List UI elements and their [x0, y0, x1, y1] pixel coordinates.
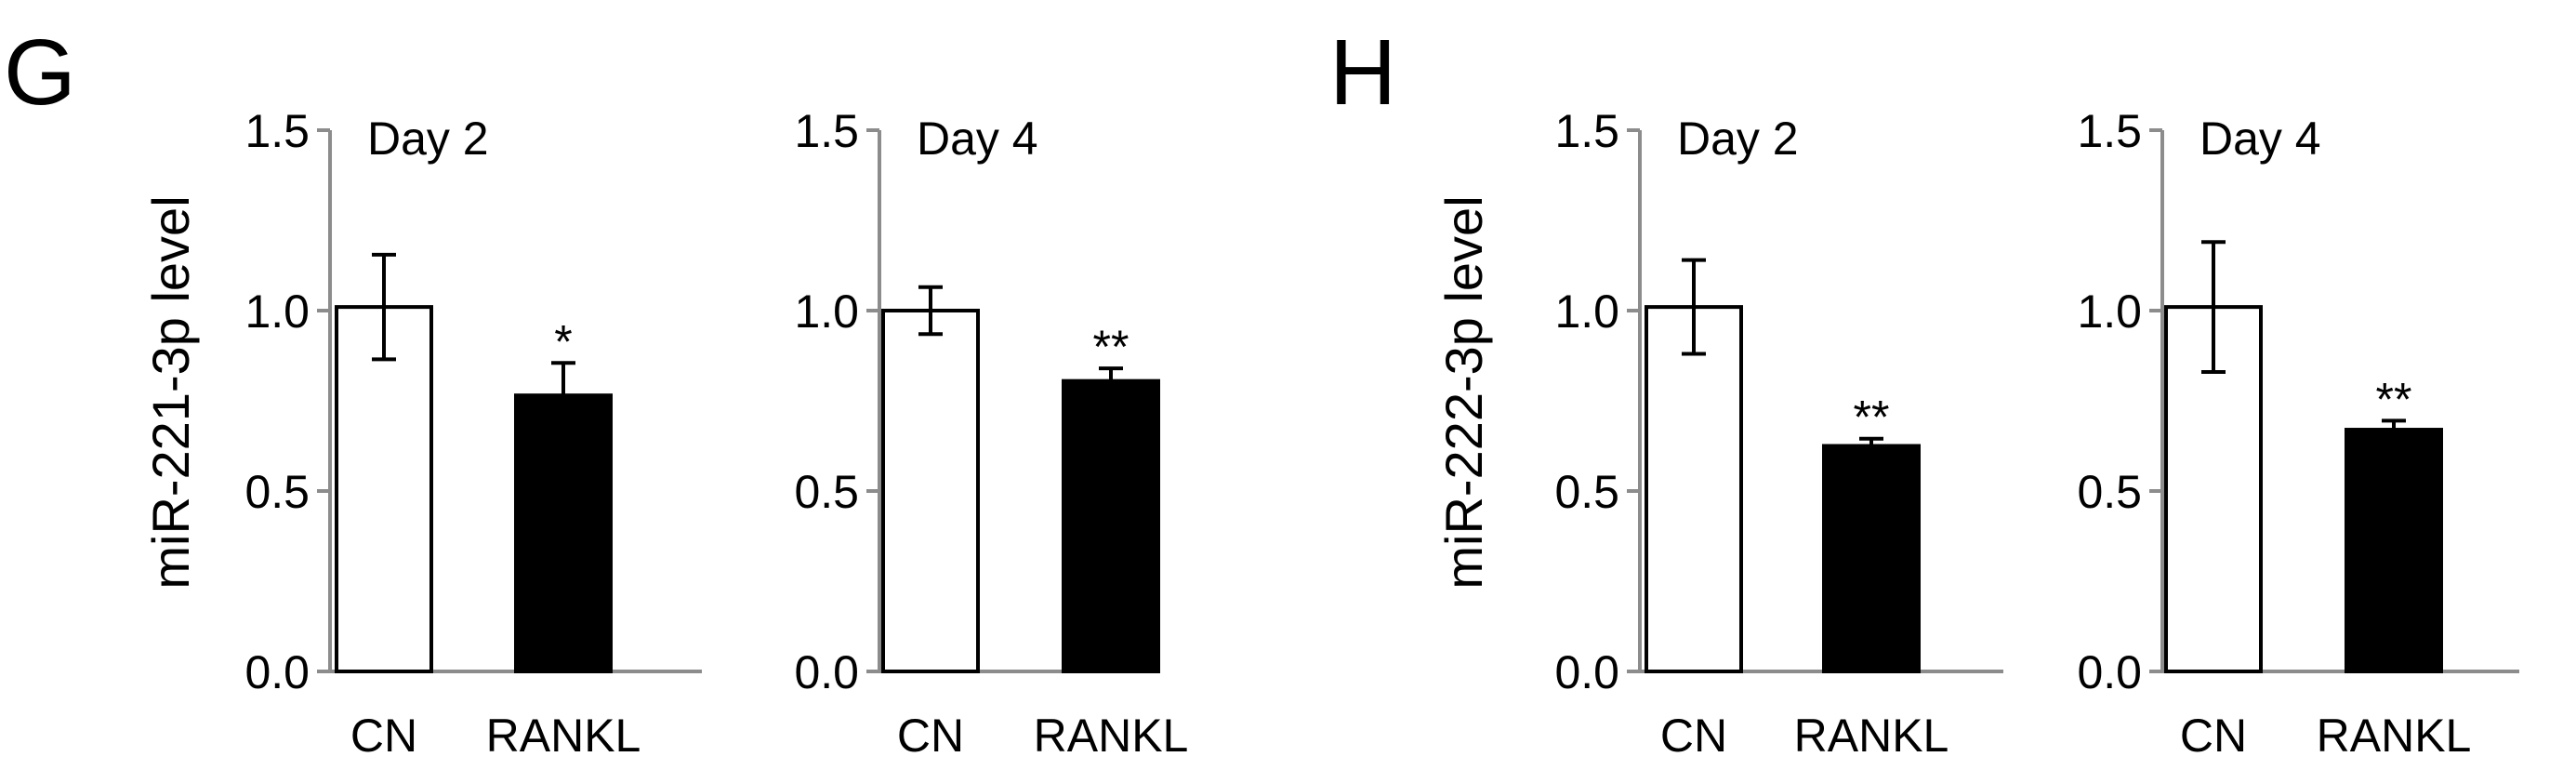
chart-h-day2: 0.0 0.5 1.0 1.5 Day 2 CN ** RANKL — [1554, 105, 2003, 762]
chart-h-day4: 0.0 0.5 1.0 1.5 Day 4 CN ** RANKL — [2077, 105, 2519, 762]
chart-title: Day 2 — [1677, 113, 1799, 165]
significance-marker: * — [554, 315, 572, 367]
chart-title: Day 4 — [917, 113, 1038, 165]
bar-rankl — [2345, 428, 2443, 673]
y-tick-label: 0.5 — [794, 466, 859, 518]
y-tick-label: 0.5 — [244, 466, 310, 518]
y-tick-label: 1.5 — [1554, 105, 1619, 157]
bar-cn — [1645, 305, 1743, 673]
y-tick-label: 0.5 — [2077, 466, 2142, 518]
x-tick-label: RANKL — [486, 710, 641, 762]
chart-g-day4: 0.0 0.5 1.0 1.5 Day 4 CN ** RANKL — [794, 105, 1188, 762]
y-tick-label: 0.0 — [2077, 646, 2142, 698]
y-tick-label: 1.5 — [794, 105, 859, 157]
bar-cn — [881, 309, 980, 673]
significance-marker: ** — [2376, 373, 2412, 425]
y-tick-label: 1.5 — [2077, 105, 2142, 157]
y-tick-label: 0.0 — [1554, 646, 1619, 698]
y-tick-label: 1.0 — [794, 285, 859, 338]
x-tick-label: CN — [2180, 710, 2247, 762]
y-tick-label: 1.0 — [2077, 285, 2142, 338]
y-tick-label: 1.0 — [1554, 285, 1619, 338]
bar-cn — [335, 305, 433, 673]
y-tick-label: 0.0 — [794, 646, 859, 698]
x-tick-label: CN — [350, 710, 417, 762]
plot-area: 0.0 0.5 1.0 1.5 Day 2 CN * RANKL 0.0 0.5 1.0 1.5 Day… — [244, 105, 2519, 762]
chart-g-day2: 0.0 0.5 1.0 1.5 Day 2 CN * RANKL — [244, 105, 702, 762]
panel-letter-h: H — [1329, 20, 1396, 125]
bar-rankl — [514, 393, 613, 673]
x-tick-label: CN — [897, 710, 964, 762]
panel-letter-g: G — [4, 20, 76, 125]
bar-rankl — [1822, 444, 1921, 673]
y-axis-label-g: miR-221-3p level — [141, 195, 200, 589]
y-tick-label: 1.0 — [244, 285, 310, 338]
x-tick-label: CN — [1660, 710, 1727, 762]
y-tick-label: 1.5 — [244, 105, 310, 157]
x-tick-label: RANKL — [2317, 710, 2472, 762]
x-tick-label: RANKL — [1034, 710, 1189, 762]
significance-marker: ** — [1093, 321, 1129, 373]
y-tick-label: 0.5 — [1554, 466, 1619, 518]
y-tick-label: 0.0 — [244, 646, 310, 698]
x-tick-label: RANKL — [1794, 710, 1949, 762]
bar-rankl — [1062, 378, 1160, 673]
y-axis-label-h: miR-222-3p level — [1434, 195, 1493, 589]
significance-marker: ** — [1854, 392, 1890, 444]
chart-title: Day 2 — [367, 113, 489, 165]
chart-title: Day 4 — [2200, 113, 2321, 165]
